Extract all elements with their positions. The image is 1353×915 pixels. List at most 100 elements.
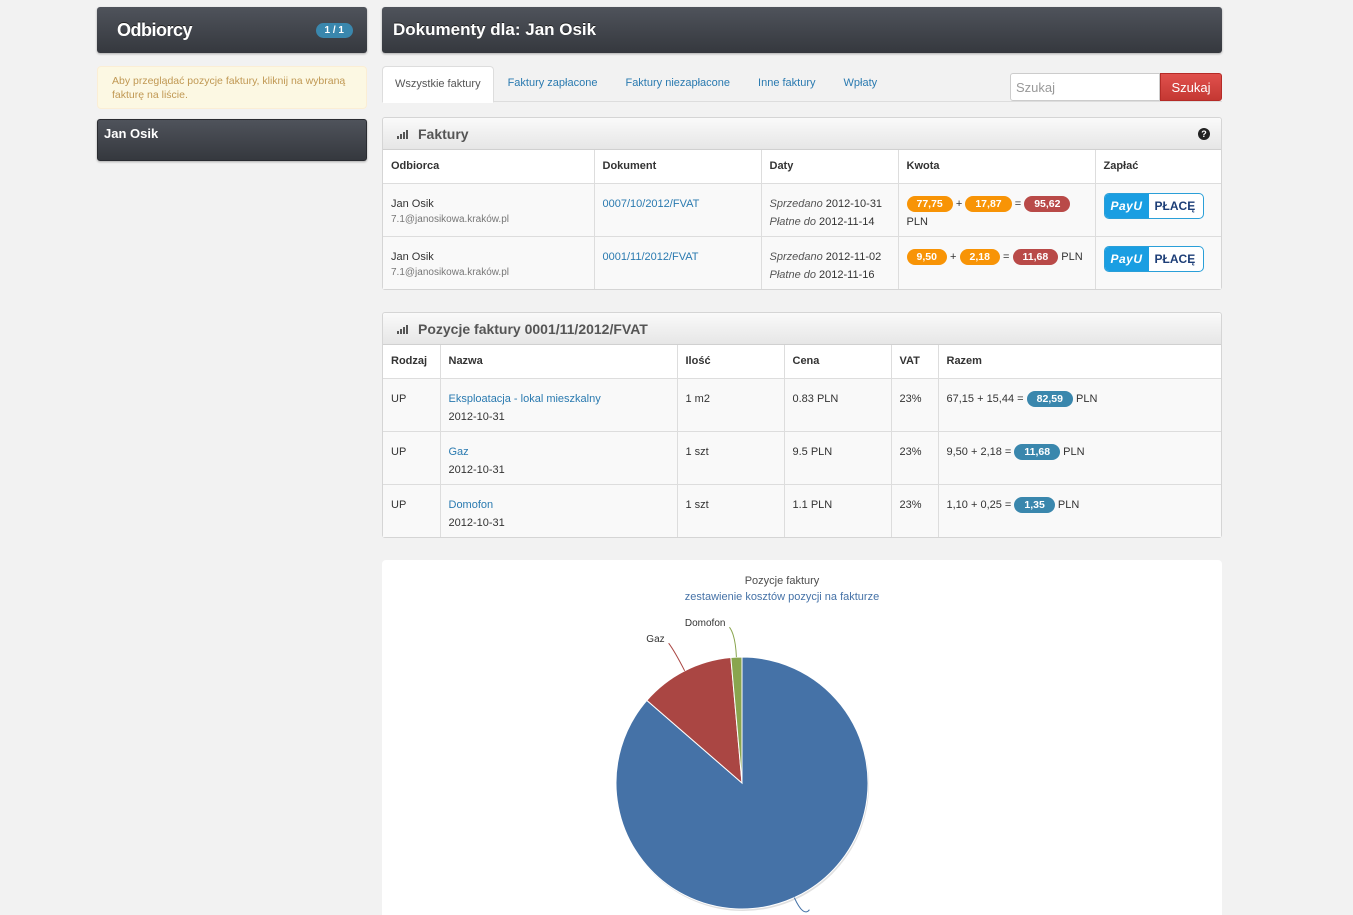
- table-row: UP Gaz 2012-10-31 1 szt 9.5 PLN 23% 9,50 …: [383, 431, 1221, 485]
- recipient-address: 7.1@janosikowa.kraków.pl: [391, 213, 509, 225]
- payu-pay-button[interactable]: PayU PŁACĘ: [1103, 192, 1204, 219]
- table-row[interactable]: Jan Osik 7.1@janosikowa.kraków.pl 0001/11…: [383, 236, 1221, 289]
- col-total: Razem: [938, 345, 1221, 379]
- currency: PLN: [906, 215, 928, 228]
- invoices-table: Odbiorca Dokument Daty Kwota Zapłać Jan …: [383, 150, 1221, 289]
- pie-connector-2: [668, 642, 686, 672]
- item-qty: 1 szt: [677, 431, 785, 485]
- item-price: 9.5 PLN: [784, 431, 892, 485]
- sold-date: 2012-11-02: [825, 250, 882, 263]
- item-qty: 1 szt: [677, 484, 785, 537]
- net-amount-badge: 77,75: [906, 195, 953, 212]
- item-vat: 23%: [891, 378, 939, 432]
- recipients-title: Odbiorcy: [117, 19, 193, 40]
- item-date: 2012-10-31: [448, 463, 505, 476]
- chart-subtitle: zestawienie kosztów pozycji na fakturze: [685, 591, 879, 603]
- pie-connector-1: [793, 897, 810, 913]
- item-date: 2012-10-31: [448, 516, 505, 529]
- col-type: Rodzaj: [383, 345, 441, 379]
- net-amount-badge: 9,50: [906, 248, 947, 265]
- pie-label-2: Gaz: [646, 634, 664, 645]
- col-document: Dokument: [594, 150, 762, 184]
- due-date: 2012-11-14: [819, 215, 875, 228]
- invoice-items-box: Pozycje faktury 0001/11/2012/FVAT Rodzaj…: [382, 312, 1222, 538]
- col-pay: Zapłać: [1095, 150, 1221, 184]
- pay-label: PŁACĘ: [1154, 251, 1196, 266]
- vat-amount-badge: 17,87: [965, 195, 1012, 212]
- payu-pay-button[interactable]: PayU PŁACĘ: [1103, 245, 1204, 272]
- search-button[interactable]: Szukaj: [1160, 73, 1222, 101]
- tab-other-invoices[interactable]: Inne faktury: [758, 77, 816, 89]
- invoices-box-header: Faktury ?: [383, 118, 1221, 150]
- pie-label-3: Domofon: [685, 618, 726, 629]
- pie-chart: Pozycje faktury zestawienie kosztów pozy…: [615, 575, 879, 913]
- item-price: 0.83 PLN: [784, 378, 892, 432]
- recipient-address: 7.1@janosikowa.kraków.pl: [391, 266, 509, 278]
- tab-payments[interactable]: Wpłaty: [843, 77, 878, 89]
- item-name-link[interactable]: Domofon: [448, 498, 494, 511]
- tab-unpaid-invoices[interactable]: Faktury niezapłacone: [625, 77, 731, 89]
- signal-bars-icon: [397, 324, 408, 334]
- col-recipient: Odbiorca: [383, 150, 595, 184]
- item-type: UP: [383, 431, 441, 485]
- payu-logo: PayU: [1104, 246, 1149, 271]
- recipient-name: Jan Osik: [391, 250, 434, 263]
- recipient-item[interactable]: Jan Osik: [97, 119, 367, 161]
- item-calc: 1,10 + 0,25 =: [946, 498, 1012, 511]
- item-price: 1.1 PLN: [784, 484, 892, 537]
- invoice-items-title: Pozycje faktury 0001/11/2012/FVAT: [418, 320, 648, 337]
- col-qty: Ilość: [677, 345, 785, 379]
- tab-all-invoices[interactable]: Wszystkie faktury: [382, 66, 494, 103]
- recipients-header: Odbiorcy 1 / 1: [97, 7, 367, 53]
- tabs: Wszystkie faktury Faktury zapłacone Fakt…: [382, 66, 1222, 103]
- item-date: 2012-10-31: [448, 410, 505, 423]
- sold-label: Sprzedano: [769, 197, 823, 210]
- invoice-items-table: Rodzaj Nazwa Ilość Cena VAT Razem UP Eks…: [383, 345, 1221, 537]
- table-row: UP Domofon 2012-10-31 1 szt 1.1 PLN 23% 1…: [383, 484, 1221, 537]
- sold-date: 2012-10-31: [825, 197, 883, 210]
- table-row: UP Eksploatacja - lokal mieszkalny 2012-1…: [383, 378, 1221, 432]
- item-type: UP: [383, 378, 441, 432]
- chart-title: Pozycje faktury: [745, 575, 820, 587]
- item-total-badge: 11,68: [1014, 443, 1061, 460]
- document-link[interactable]: 0007/10/2012/FVAT: [602, 197, 700, 210]
- item-name-link[interactable]: Gaz: [448, 445, 469, 458]
- pie-chart-panel: Pozycje faktury zestawienie kosztów pozy…: [382, 560, 1222, 915]
- payu-logo: PayU: [1104, 193, 1149, 218]
- pie-slice-2[interactable]: [646, 656, 743, 785]
- tabs-row: Wszystkie faktury Faktury zapłacone Fakt…: [382, 66, 1222, 103]
- col-amount: Kwota: [898, 150, 1096, 184]
- tab-paid-invoices[interactable]: Faktury zapłacone: [507, 77, 598, 89]
- recipients-count-badge: 1 / 1: [315, 22, 353, 38]
- currency: PLN: [1063, 445, 1085, 458]
- pay-label: PŁACĘ: [1154, 198, 1196, 213]
- plus-sign: +: [955, 197, 963, 210]
- document-link[interactable]: 0001/11/2012/FVAT: [602, 250, 699, 263]
- col-price: Cena: [784, 345, 892, 379]
- item-calc: 9,50 + 2,18 =: [946, 445, 1012, 458]
- due-label: Płatne do: [769, 268, 816, 281]
- item-name-link[interactable]: Eksploatacja - lokal mieszkalny: [448, 392, 601, 405]
- invoices-box: Faktury ? Odbiorca Dokument Daty Kwota Z…: [382, 117, 1222, 290]
- plus-sign: +: [950, 250, 957, 263]
- total-amount-badge: 95,62: [1024, 195, 1071, 212]
- search-input[interactable]: [1010, 73, 1160, 101]
- sold-label: Sprzedano: [769, 250, 823, 263]
- equals-sign: =: [1003, 250, 1010, 263]
- item-qty: 1 m2: [677, 378, 785, 432]
- table-row[interactable]: Jan Osik 7.1@janosikowa.kraków.pl 0007/10…: [383, 183, 1221, 237]
- help-icon[interactable]: ?: [1198, 128, 1210, 140]
- col-dates: Daty: [761, 150, 899, 184]
- item-total-badge: 82,59: [1026, 390, 1073, 407]
- invoice-items-header: Pozycje faktury 0001/11/2012/FVAT: [383, 313, 1221, 345]
- currency: PLN: [1057, 498, 1080, 511]
- equals-sign: =: [1014, 197, 1022, 210]
- currency: PLN: [1061, 250, 1083, 263]
- col-name: Nazwa: [440, 345, 678, 379]
- pie-connector-3: [729, 626, 737, 658]
- main-content: Dokumenty dla: Jan Osik Wszystkie faktur…: [382, 7, 1222, 538]
- item-total-badge: 1,35: [1014, 496, 1055, 513]
- search-form: Szukaj: [1010, 73, 1222, 101]
- item-type: UP: [383, 484, 441, 537]
- due-label: Płatne do: [769, 215, 816, 228]
